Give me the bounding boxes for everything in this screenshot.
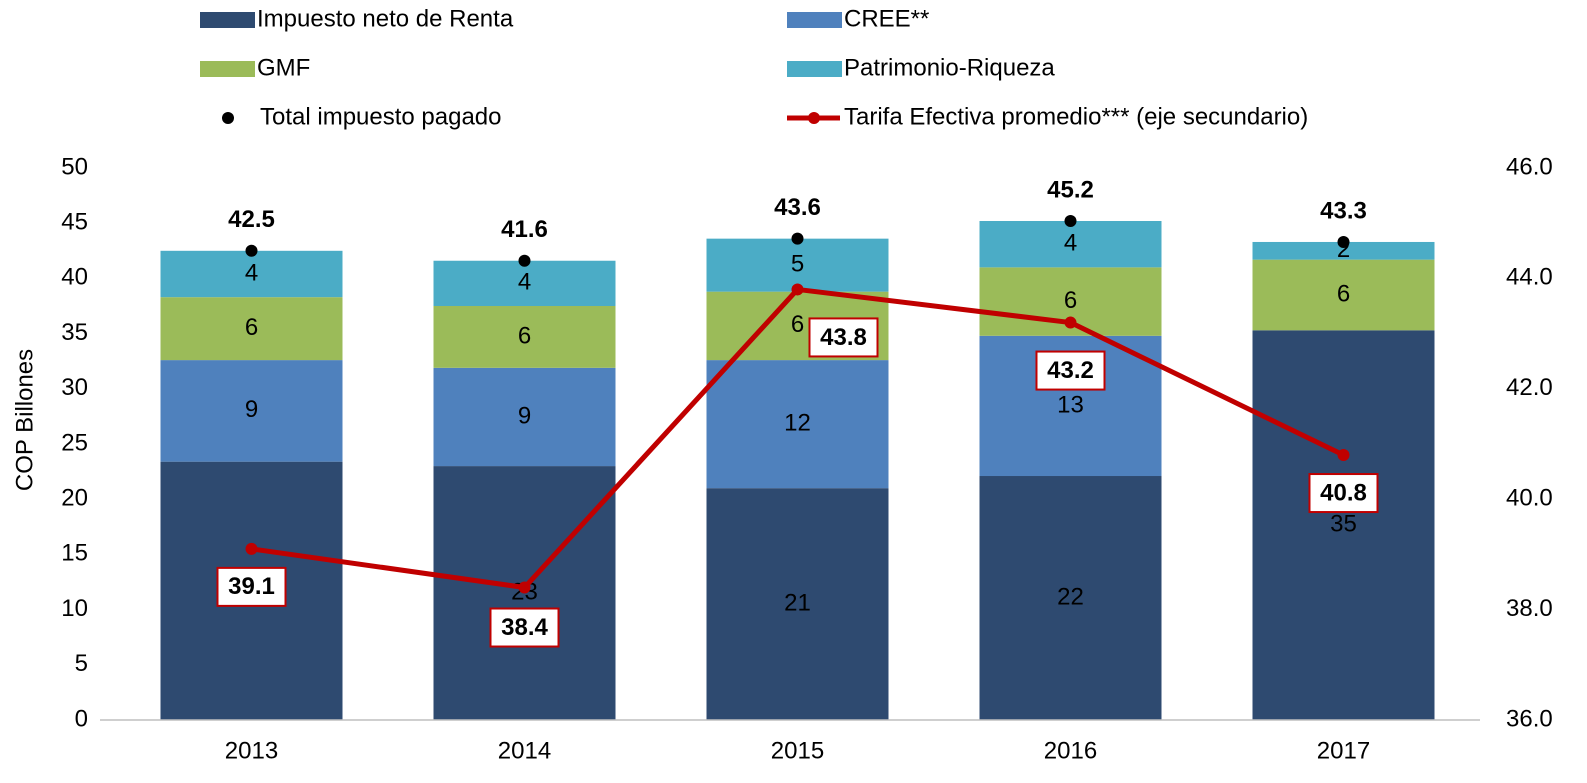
x-tick-label: 2015 [771,737,824,764]
bar-value-label: 6 [791,311,804,338]
bar-value-label: 22 [1057,583,1084,610]
bar-value-label: 4 [518,269,531,296]
legend-label: CREE** [844,5,929,32]
bar-value-label: 9 [518,402,531,429]
y-tick-label: 20 [61,485,88,512]
total-label: 41.6 [501,216,548,243]
bar-segment [706,488,889,720]
y-tick-label: 15 [61,540,88,567]
legend-label: Total impuesto pagado [260,103,502,130]
bar-value-label: 4 [245,259,258,286]
legend-swatch [787,61,842,77]
bar-segment [433,260,616,306]
bar-value-label: 12 [784,409,811,436]
bar-segment [433,306,616,368]
total-label: 42.5 [228,206,275,233]
bar-value-label: 6 [518,322,531,349]
bar-value-label: 5 [791,250,804,277]
rate-label-box [808,317,879,358]
total-dot [245,244,258,257]
y2-tick-label: 44.0 [1506,264,1553,291]
x-tick-label: 2016 [1044,737,1097,764]
total-dot [1337,235,1350,248]
y2-tick-label: 42.0 [1506,374,1553,401]
y-tick-label: 5 [75,650,88,677]
bar-segment [1252,259,1435,331]
bar-segment [160,297,343,361]
y-tick-label: 50 [61,153,88,180]
rate-dot [1337,449,1350,462]
y2-tick-label: 40.0 [1506,485,1553,512]
rate-label-box [1308,473,1379,514]
bar-segment [706,238,889,292]
rate-dot [1064,316,1077,329]
y2-tick-label: 46.0 [1506,153,1553,180]
bar-segment [979,476,1162,720]
bar-value-label: 6 [1337,280,1350,307]
y-tick-label: 40 [61,264,88,291]
total-dot [518,254,531,267]
rate-label: 43.8 [820,324,867,351]
y-tick-label: 25 [61,429,88,456]
legend-swatch [200,61,255,77]
bar-segment [979,220,1162,268]
bar-value-label: 6 [1064,287,1077,314]
total-label: 45.2 [1047,176,1094,203]
legend-label: Impuesto neto de Renta [257,5,514,32]
y-tick-label: 30 [61,374,88,401]
rate-label-box [1035,350,1106,391]
y-tick-label: 35 [61,319,88,346]
x-tick-label: 2014 [498,737,551,764]
bar-value-label: 9 [245,396,258,423]
bar-segment [160,360,343,462]
bar-segment [1252,330,1435,720]
bar-value-label: 35 [1330,510,1357,537]
y2-tick-label: 38.0 [1506,595,1553,622]
legend-swatch [222,112,234,124]
rate-label: 38.4 [501,614,548,641]
rate-label: 40.8 [1320,479,1367,506]
bar-value-label: 6 [245,314,258,341]
total-dot [791,232,804,245]
rate-label: 43.2 [1047,357,1094,384]
total-dot [1064,214,1077,227]
y-tick-label: 45 [61,209,88,236]
bar-segment [160,250,343,298]
rate-dot [791,283,804,296]
rate-label: 39.1 [228,573,275,600]
legend-label: Patrimonio-Riqueza [844,54,1055,81]
x-tick-label: 2013 [225,737,278,764]
y-axis-title: COP Billones [11,349,38,491]
rate-dot [245,542,258,555]
y2-tick-label: 36.0 [1506,705,1553,732]
rate-dot [518,581,531,594]
bar-value-label: 21 [784,589,811,616]
legend-label: GMF [257,54,310,81]
bar-segment [1252,241,1435,260]
legend-label: Tarifa Efectiva promedio*** (eje secunda… [844,103,1308,130]
total-label: 43.3 [1320,197,1367,224]
bar-segment [706,360,889,489]
bar-value-label: 4 [1064,230,1077,257]
legend-swatch [787,12,842,28]
y-tick-label: 0 [75,705,88,732]
bar-value-label: 13 [1057,391,1084,418]
y-tick-label: 10 [61,595,88,622]
legend-swatch [808,112,820,124]
legend-swatch [200,12,255,28]
x-tick-label: 2017 [1317,737,1370,764]
bar-segment [433,367,616,467]
rate-label-box [216,566,287,607]
total-label: 43.6 [774,194,821,221]
rate-label-box [489,607,560,648]
